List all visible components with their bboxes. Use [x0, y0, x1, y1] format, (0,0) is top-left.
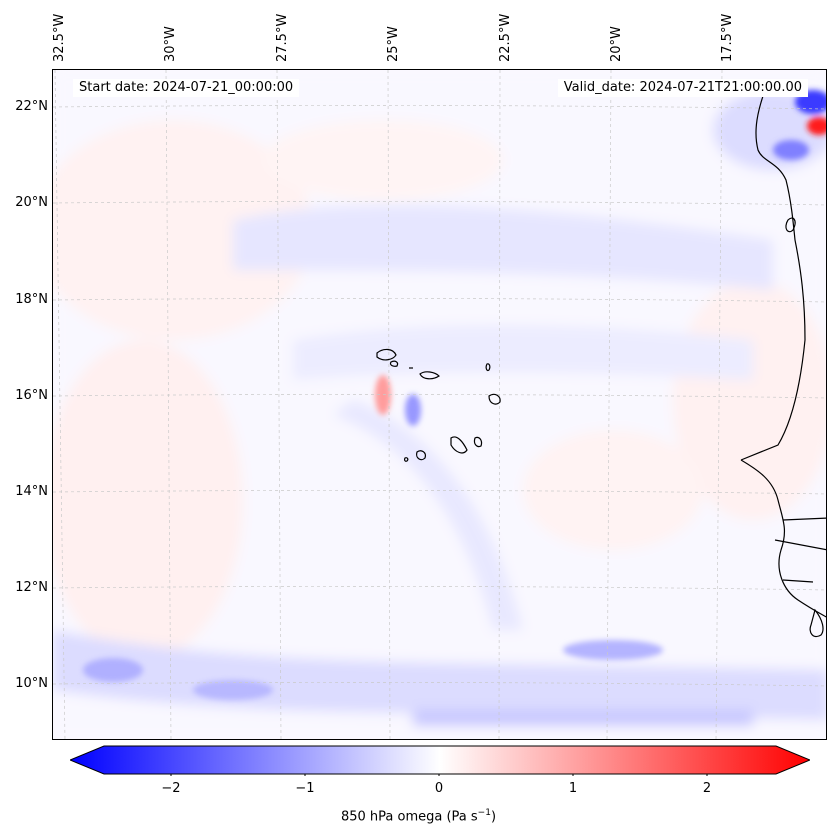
colorbar-label-text: 850 hPa omega (Pa s [340, 809, 478, 825]
colorbar [70, 745, 810, 776]
map-panel[interactable]: Start date: 2024-07-21_00:00:00 Valid_da… [52, 69, 827, 740]
lat-label-22n: 22°N [15, 99, 48, 114]
lat-label-12n: 12°N [15, 580, 48, 595]
colorbar-tick-2: 2 [702, 781, 712, 796]
lon-label-20w: 20°W [609, 26, 624, 62]
colorbar-ticks [170, 774, 708, 776]
lon-label-27-5w: 27.5°W [275, 13, 290, 62]
omega-field [53, 70, 826, 739]
gridlines [53, 70, 826, 739]
valid-date-label: Valid_date: 2024-07-21T21:00:00.00 [557, 79, 808, 97]
colorbar-tick-1: 1 [568, 781, 578, 796]
colorbar-label-exponent: −1 [477, 808, 491, 818]
lat-label-20n: 20°N [15, 195, 48, 210]
lon-label-25w: 25°W [386, 26, 401, 62]
colorbar-label: 850 hPa omega (Pa s−1) [0, 808, 837, 824]
colorbar-label-close: ) [490, 809, 497, 825]
omega-field-map [53, 70, 826, 739]
colorbar-tick-0: 0 [434, 781, 444, 796]
cape-verde-islands [376, 348, 501, 462]
lon-label-30w: 30°W [163, 26, 178, 62]
lon-label-22-5w: 22.5°W [498, 13, 513, 62]
coastline [740, 89, 826, 638]
lat-label-14n: 14°N [15, 484, 48, 499]
lat-label-16n: 16°N [15, 388, 48, 403]
colorbar-tick-minus2: −2 [161, 781, 181, 796]
lat-label-10n: 10°N [15, 676, 48, 691]
lat-label-18n: 18°N [15, 292, 48, 307]
colorbar-tick-minus1: −1 [295, 781, 315, 796]
start-date-label: Start date: 2024-07-21_00:00:00 [73, 79, 300, 97]
lon-label-17-5w: 17.5°W [720, 13, 735, 62]
lon-label-32-5w: 32.5°W [52, 13, 67, 62]
